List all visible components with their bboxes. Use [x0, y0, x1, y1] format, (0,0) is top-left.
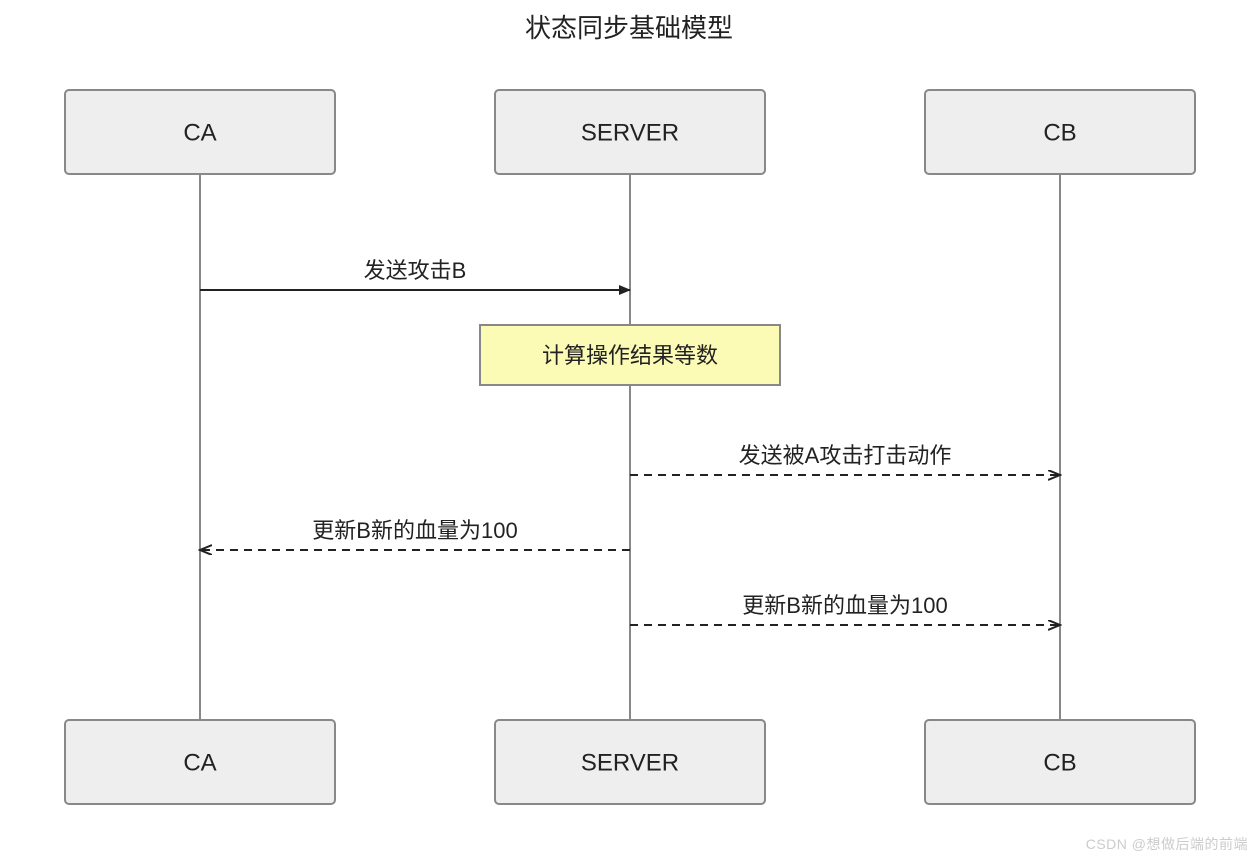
participant-label-server-top: SERVER: [581, 119, 679, 146]
message-label-2: 更新B新的血量为100: [312, 518, 517, 543]
note-label: 计算操作结果等数: [542, 343, 718, 368]
participant-label-ca-bottom: CA: [183, 749, 216, 776]
message-label-0: 发送攻击B: [364, 258, 467, 283]
participant-label-cb-top: CB: [1043, 119, 1076, 146]
message-label-3: 更新B新的血量为100: [742, 593, 947, 618]
participant-label-server-bottom: SERVER: [581, 749, 679, 776]
participant-label-cb-bottom: CB: [1043, 749, 1076, 776]
diagram-title: 状态同步基础模型: [525, 13, 733, 43]
message-label-1: 发送被A攻击打击动作: [739, 443, 952, 468]
participant-label-ca-top: CA: [183, 119, 216, 146]
sequence-diagram: 状态同步基础模型 CA SERVER CB CA SERVER CB 计算操作结果等数 发送攻击…: [0, 0, 1258, 862]
